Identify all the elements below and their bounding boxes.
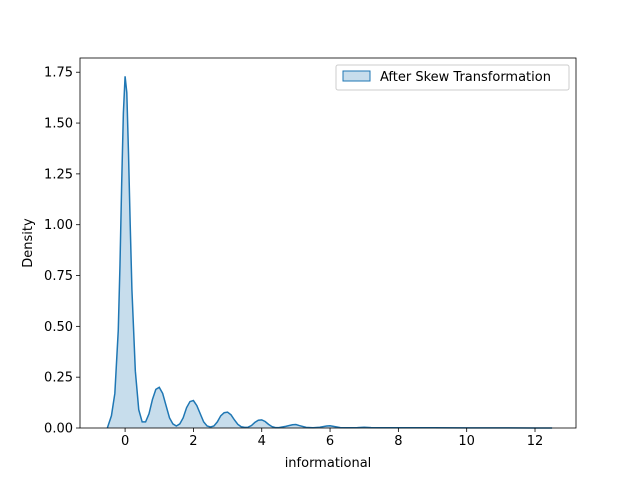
x-tick-label: 0 bbox=[121, 434, 129, 449]
legend-frame bbox=[335, 64, 570, 91]
x-tick-label: 6 bbox=[326, 434, 334, 449]
x-tick-label: 8 bbox=[394, 434, 402, 449]
density-line-0 bbox=[106, 76, 553, 429]
y-axis: 0.00 0.25 0.50 0.75 1.00 1.25 1.50 1.75 bbox=[44, 66, 80, 437]
y-tick-label: 1.50 bbox=[44, 117, 73, 132]
y-tick-label: 1.00 bbox=[44, 218, 73, 233]
x-tick-label: 2 bbox=[189, 434, 197, 449]
y-tick-label: 1.25 bbox=[44, 167, 73, 182]
y-tick-label: 0.75 bbox=[44, 269, 73, 284]
x-tick-label: 12 bbox=[527, 434, 544, 449]
y-axis-label: Density bbox=[21, 218, 36, 268]
x-axis: 0 2 4 6 8 10 12 bbox=[121, 428, 543, 449]
plot-area bbox=[106, 76, 553, 429]
x-tick-label: 10 bbox=[458, 434, 475, 449]
density-area-0 bbox=[107, 76, 553, 429]
y-tick-label: 0.50 bbox=[44, 320, 73, 335]
legend-swatch bbox=[342, 70, 371, 82]
axes-frame bbox=[79, 57, 577, 429]
y-tick-label: 1.75 bbox=[44, 66, 73, 81]
y-tick-label: 0.00 bbox=[44, 422, 73, 437]
x-axis-label: informational bbox=[285, 456, 372, 471]
legend-label: After Skew Transformation bbox=[380, 70, 551, 85]
y-tick-label: 0.25 bbox=[44, 371, 73, 386]
x-tick-label: 4 bbox=[258, 434, 266, 449]
legend: After Skew Transformation bbox=[335, 64, 570, 91]
